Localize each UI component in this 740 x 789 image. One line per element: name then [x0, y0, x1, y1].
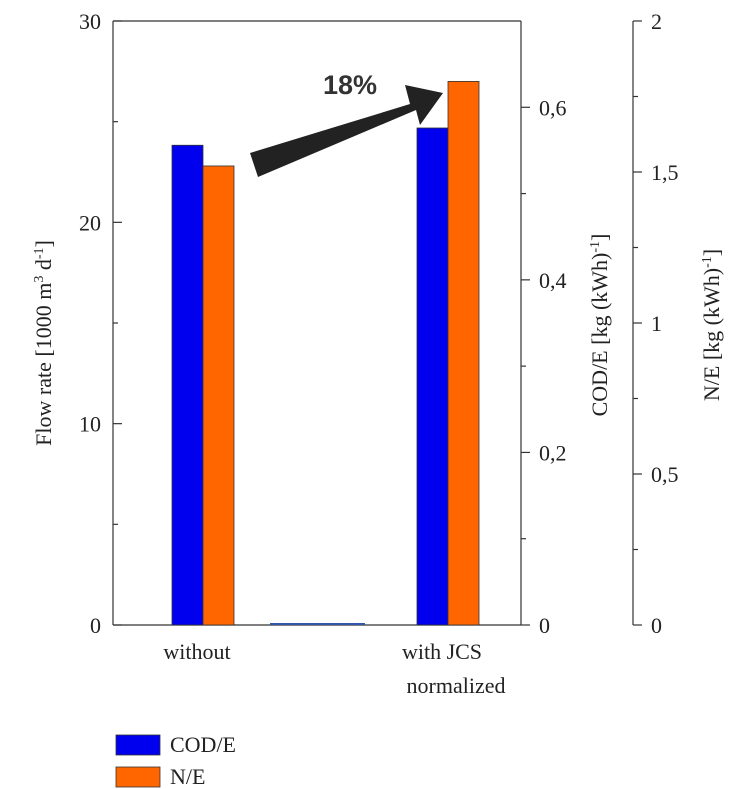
left-axis-ticks: 0 10 20 30 — [79, 9, 122, 638]
increase-arrow: 18% — [250, 70, 443, 177]
category-label-without: without — [163, 639, 230, 664]
legend-swatch-cod-e — [115, 734, 161, 756]
right-axis2-tick-label-2: 2 — [651, 9, 662, 34]
right-axis1-tick-label-0,6: 0,6 — [539, 95, 567, 120]
bars — [171, 81, 480, 626]
legend-label-n-e: N/E — [170, 764, 205, 789]
category-label-with-jcs: with JCS — [402, 639, 482, 664]
bar-cod-e-1 — [416, 127, 449, 626]
bar-n-e-1 — [447, 81, 480, 626]
bar-cod-e-0 — [171, 144, 204, 626]
category-labels: without with JCS normalized — [163, 639, 505, 698]
right-axis1-tick-label-0,2: 0,2 — [539, 440, 567, 465]
bar-n-e-0 — [202, 165, 235, 626]
increase-arrow-shape — [250, 85, 443, 177]
right-axis2-tick-label-0,5: 0,5 — [651, 462, 679, 487]
right-axis2-ticks: 0 0,5 1 1,5 2 — [633, 9, 679, 638]
left-axis-tick-label-10: 10 — [79, 412, 101, 437]
left-axis-tick-label-30: 30 — [79, 9, 101, 34]
right-axis1-tick-label-0,4: 0,4 — [539, 268, 567, 293]
right-axis2-title: N/E [kg (kWh)-1] — [699, 249, 724, 401]
category-label-normalized: normalized — [407, 673, 506, 698]
left-axis-title: Flow rate [1000 m3 d-1] — [31, 240, 56, 446]
right-axis2-tick-label-0: 0 — [651, 613, 662, 638]
right-axis1-tick-label-0: 0 — [539, 613, 550, 638]
increase-annotation-label: 18% — [323, 70, 377, 100]
right-axis2-tick-label-1,5: 1,5 — [651, 160, 679, 185]
right-axis1-title: COD/E [kg (kWh)-1] — [587, 234, 612, 417]
legend: COD/E N/E — [115, 732, 236, 789]
left-axis-tick-label-20: 20 — [79, 210, 101, 235]
legend-label-cod-e: COD/E — [170, 732, 236, 757]
right-axis1-ticks: 0 0,2 0,4 0,6 — [521, 95, 567, 638]
left-axis-tick-label-0: 0 — [90, 613, 101, 638]
legend-swatch-n-e — [115, 766, 161, 788]
right-axis2-tick-label-1: 1 — [651, 311, 662, 336]
